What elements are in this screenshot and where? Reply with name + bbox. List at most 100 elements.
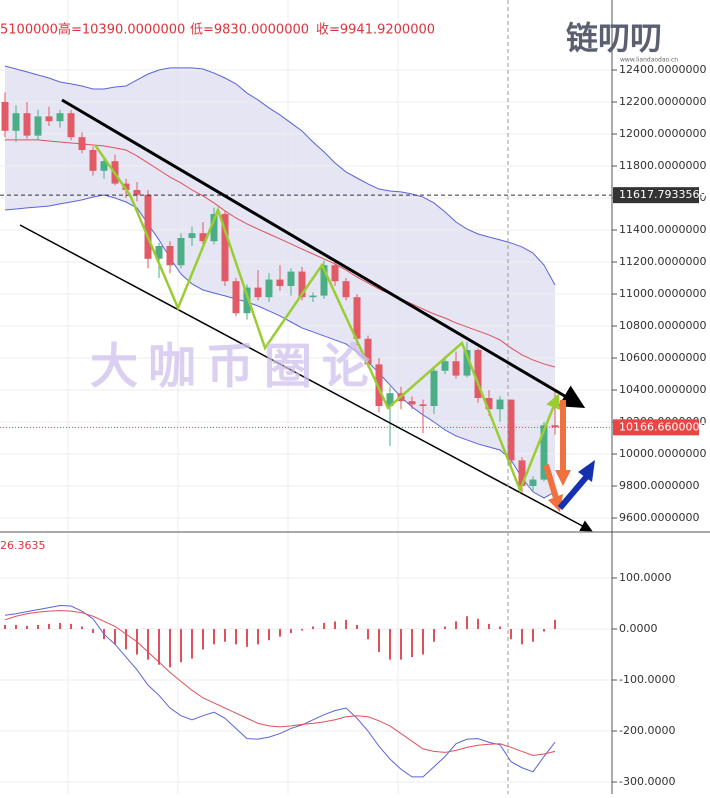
candle-body (529, 479, 537, 486)
hist-bar (301, 629, 303, 631)
y-tick-label: 0.0000 (619, 622, 658, 635)
hist-bar (543, 629, 545, 632)
candle-body (331, 265, 339, 282)
indicator-label: 26.3635 (0, 539, 46, 552)
hist-bar (246, 629, 248, 647)
hist-bar (268, 629, 270, 641)
candle-body (375, 364, 383, 406)
price-box (613, 187, 699, 204)
candle-body (221, 214, 229, 282)
candle-body (463, 350, 471, 376)
candle-body (243, 287, 251, 314)
candle-body (419, 404, 427, 406)
candle-body (265, 279, 273, 298)
hist-bar (37, 624, 39, 630)
hist-bar (477, 618, 479, 630)
candle-body (254, 287, 262, 298)
candle-body (518, 460, 526, 486)
candle-body (474, 350, 482, 398)
y-tick-label: 9800.0000000 (619, 479, 699, 492)
hist-bar (257, 629, 259, 645)
dea-line (4, 610, 556, 757)
hist-bar (444, 626, 446, 630)
candle-body (34, 116, 42, 136)
candle-body (210, 214, 218, 242)
y-tick-label: 12200.0000000 (619, 95, 706, 108)
candle-body (89, 150, 97, 171)
candle-body (155, 246, 163, 259)
hist-bar (455, 621, 457, 630)
hist-bar (290, 629, 292, 634)
candle-body (485, 398, 493, 410)
hist-bar (433, 629, 435, 642)
hist-bar (411, 629, 413, 658)
hist-bar (466, 616, 468, 630)
hist-bar (389, 629, 391, 660)
candle-body (133, 190, 141, 195)
dif-line (4, 605, 556, 778)
price-label: 10166.6600000 (619, 420, 706, 433)
hist-bar (378, 629, 380, 652)
hist-bar (48, 623, 50, 630)
hist-bar (26, 625, 28, 630)
hist-bar (70, 623, 72, 630)
y-tick-label: 12000.0000000 (619, 127, 706, 140)
logo-url: www.liandaodao.cn (620, 57, 678, 64)
annotations (19, 98, 595, 532)
band-upper (4, 65, 556, 286)
hist-bar (422, 629, 424, 655)
candle-body (232, 281, 240, 314)
candle-body (67, 113, 75, 138)
candle-body (1, 102, 9, 131)
hist-bar (169, 629, 171, 668)
header-item: 低=9830.0000000 (190, 23, 309, 38)
hist-bar (180, 629, 182, 663)
hist-bar (279, 629, 281, 637)
hist-bar (521, 629, 523, 645)
hist-bar (345, 619, 347, 630)
hist-bar (158, 629, 160, 665)
hist-bar (532, 629, 534, 642)
candle-body (364, 338, 372, 365)
hist-bar (323, 622, 325, 630)
logo: 链叨叨 (566, 19, 662, 57)
candle-body (309, 295, 317, 298)
candle-body (430, 370, 438, 406)
y-tick-label: 100.0000 (619, 571, 672, 584)
candle-body (452, 361, 460, 376)
hist-bar (125, 629, 127, 650)
y-tick-label: 10400.0000000 (619, 383, 706, 396)
watermark: 大咖币圈论 (90, 339, 380, 395)
candle-body (507, 399, 515, 461)
hist-bar (334, 621, 336, 630)
candle-body (12, 113, 20, 131)
header-item: 5100000 (0, 23, 58, 38)
y-tick-label: 11200.0000000 (619, 255, 706, 268)
y-tick-label: 11000.0000000 (619, 287, 706, 300)
candle-body (276, 279, 284, 286)
candle-body (298, 271, 306, 298)
candle-body (496, 399, 504, 410)
header: 5100000 高=10390.0000000 低=9830.0000000 收=99… (0, 22, 435, 38)
hist-bar (224, 629, 226, 642)
candle-body (287, 271, 295, 286)
header-item: 收=9941.9200000 (316, 23, 435, 38)
hist-bar (554, 619, 556, 630)
hist-bar (400, 629, 402, 660)
candle-body (551, 425, 559, 428)
header-item: 高=10390.0000000 (58, 22, 185, 38)
y-tick-label: 9600.0000000 (619, 511, 699, 524)
hist-bar (356, 624, 358, 630)
hist-bar (191, 629, 193, 659)
hist-bar (4, 624, 6, 630)
candle-body (353, 297, 361, 339)
price-label: 11617.7933569 (619, 188, 706, 201)
hist-bar (92, 629, 94, 634)
candle-body (540, 425, 548, 480)
band-lower (4, 194, 556, 499)
hist-bar (81, 626, 83, 630)
hist-bar (510, 629, 512, 640)
hist-bar (235, 629, 237, 645)
